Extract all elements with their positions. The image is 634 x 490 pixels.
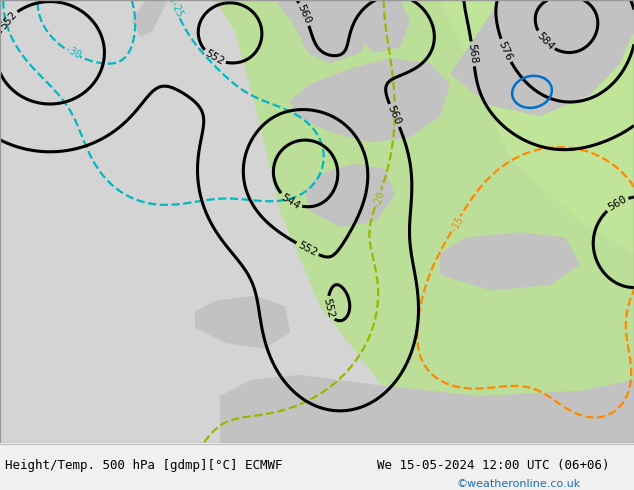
Polygon shape bbox=[200, 0, 634, 443]
Text: -15: -15 bbox=[447, 214, 465, 234]
Text: 552: 552 bbox=[321, 297, 336, 319]
Polygon shape bbox=[420, 0, 634, 253]
Text: 568: 568 bbox=[467, 43, 479, 65]
Text: 560: 560 bbox=[385, 104, 403, 127]
Polygon shape bbox=[330, 0, 410, 53]
Text: We 15-05-2024 12:00 UTC (06+06): We 15-05-2024 12:00 UTC (06+06) bbox=[377, 459, 610, 472]
Text: 560: 560 bbox=[605, 194, 628, 213]
Text: 552: 552 bbox=[203, 49, 226, 68]
Text: -25: -25 bbox=[168, 0, 184, 20]
Text: Height/Temp. 500 hPa [gdmp][°C] ECMWF: Height/Temp. 500 hPa [gdmp][°C] ECMWF bbox=[5, 459, 283, 472]
Polygon shape bbox=[132, 0, 168, 37]
Text: 584: 584 bbox=[534, 30, 555, 52]
Polygon shape bbox=[195, 295, 290, 348]
Text: -20: -20 bbox=[370, 189, 385, 208]
Text: 552: 552 bbox=[296, 240, 319, 258]
Text: 544: 544 bbox=[279, 192, 302, 211]
Text: 576: 576 bbox=[497, 39, 514, 62]
Polygon shape bbox=[440, 232, 580, 291]
Text: -30: -30 bbox=[62, 44, 82, 62]
Polygon shape bbox=[305, 164, 395, 227]
Polygon shape bbox=[220, 375, 634, 443]
Polygon shape bbox=[450, 0, 634, 116]
Text: 552: 552 bbox=[0, 9, 18, 31]
Polygon shape bbox=[290, 58, 450, 143]
Text: ©weatheronline.co.uk: ©weatheronline.co.uk bbox=[456, 479, 581, 489]
Polygon shape bbox=[275, 0, 375, 63]
Text: 560: 560 bbox=[296, 3, 313, 25]
